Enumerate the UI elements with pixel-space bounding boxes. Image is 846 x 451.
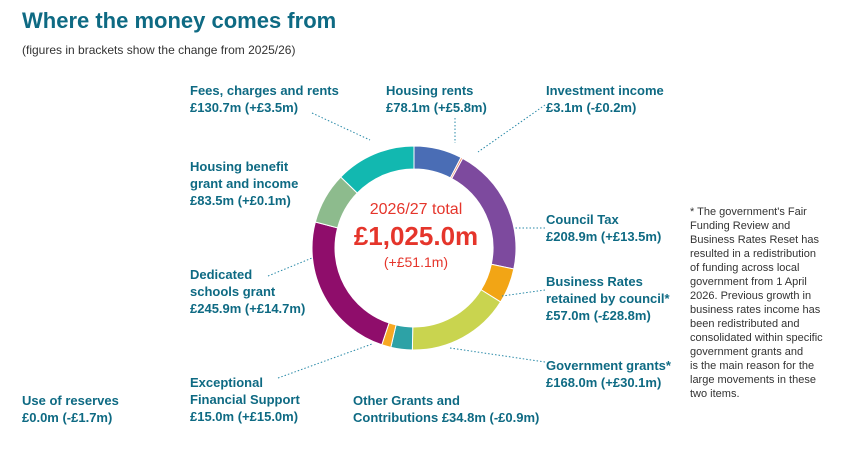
label-line: £245.9m (+£14.7m) [190,301,306,316]
slice-fees-charges-rents [340,145,415,194]
label-line: £83.5m (+£0.1m) [190,193,291,208]
label-line: Exceptional [190,375,263,390]
footnote-line: Business Rates Reset has [690,234,820,246]
label-line: grant and income [190,176,299,191]
footnote-line: consolidated within specific [690,332,823,344]
label-housing-rents: Housing rents £78.1m (+£5.8m) [386,82,487,116]
label-other-grants: Other Grants and Contributions £34.8m (-… [353,392,539,426]
label-line: £130.7m (+£3.5m) [190,100,299,115]
label-line: Contributions £34.8m (-£0.9m) [353,410,540,425]
footnote-line: government grants and [690,346,804,358]
label-line: Other Grants and [353,393,460,408]
label-line: Fees, charges and rents [190,83,339,98]
footnote-line: is the main reason for the [690,360,815,372]
center-year-label: 2026/27 total [369,201,463,218]
leader-business-rates [501,289,546,297]
label-investment: Investment income £3.1m (-£0.2m) [546,82,664,116]
label-line: Council Tax [546,212,619,227]
label-line: £78.1m (+£5.8m) [386,100,487,115]
footnote-line: large movements in these [690,374,816,386]
label-line: Housing benefit [190,159,289,174]
label-dsg: Dedicated schools grant £245.9m (+£14.7m… [190,266,305,317]
footnote-line: resulted in a redistribution [690,248,816,260]
label-line: £208.9m (+£13.5m) [546,229,662,244]
label-reserves: Use of reserves £0.0m (-£1.7m) [22,392,119,426]
label-line: Government grants* [546,358,671,373]
label-gov-grants: Government grants* £168.0m (+£30.1m) [546,357,671,391]
label-line: £15.0m (+£15.0m) [190,409,299,424]
label-line: Investment income [546,83,664,98]
center-total-change: (+£51.1m) [383,254,449,270]
leader-fees [311,112,371,141]
footnote-line: * The government's Fair [690,206,807,218]
footnote-line: two items. [690,388,740,400]
label-housing-benefit: Housing benefit grant and income £83.5m … [190,158,298,209]
footnote-line: Funding Review and [690,220,791,232]
label-line: Business Rates [546,274,643,289]
leader-exceptional [277,343,373,379]
label-exceptional: Exceptional Financial Support £15.0m (+£… [190,374,300,425]
footnote-line: been redistributed and [690,318,800,330]
label-line: £0.0m (-£1.7m) [22,410,113,425]
label-line: Financial Support [190,392,300,407]
chart-title: Where the money comes from [22,8,337,33]
label-line: retained by council* [546,291,670,306]
footnote: * The government's Fair Funding Review a… [690,205,830,401]
label-line: £57.0m (-£28.8m) [546,308,651,323]
label-fees: Fees, charges and rents £130.7m (+£3.5m) [190,82,339,116]
center-total: 2026/27 total £1,025.0m (+£51.1m) [336,200,496,272]
label-line: £168.0m (+£30.1m) [546,375,662,390]
leader-dsg [267,257,313,277]
leader-investment [477,104,546,153]
center-total-value: £1,025.0m [353,221,479,251]
leader-gov-grants [449,347,546,363]
label-council-tax: Council Tax £208.9m (+£13.5m) [546,211,661,245]
footnote-line: government from 1 April [690,276,807,288]
footnote-line: of funding across local [690,262,800,274]
label-line: schools grant [190,284,276,299]
footnote-line: business rates income has [690,304,821,316]
chart-subtitle: (figures in brackets show the change fro… [22,43,296,57]
label-line: £3.1m (-£0.2m) [546,100,637,115]
label-line: Use of reserves [22,393,119,408]
slice-government-grants [411,289,502,351]
label-line: Housing rents [386,83,474,98]
footnote-line: 2026. Previous growth in [690,290,812,302]
label-business-rates: Business Rates retained by council* £57.… [546,273,670,324]
label-line: Dedicated [190,267,253,282]
